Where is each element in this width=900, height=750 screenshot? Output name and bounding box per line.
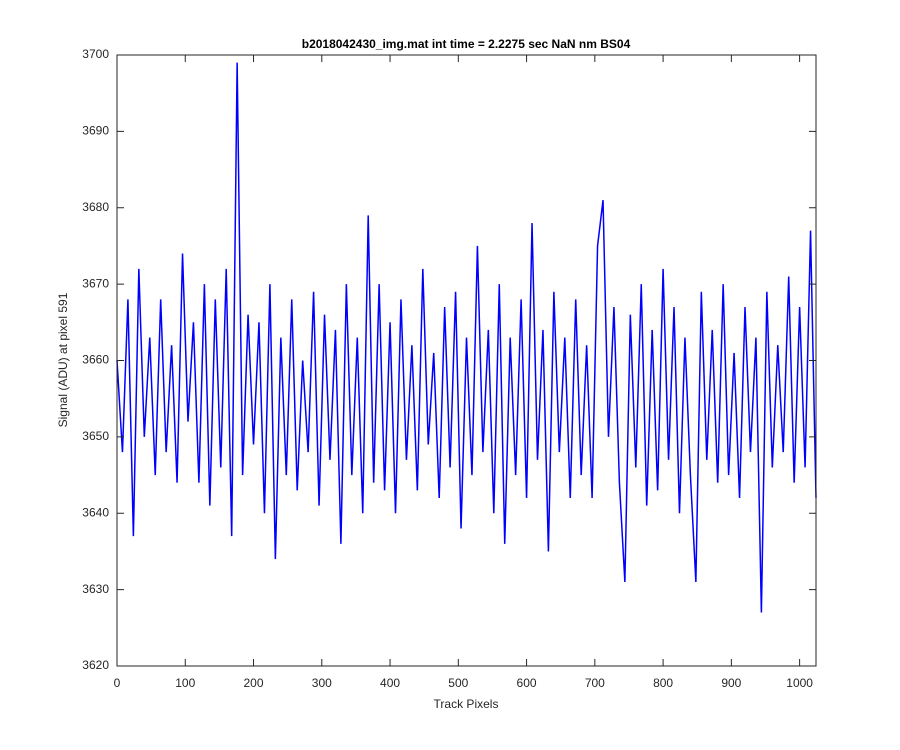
y-tick-label: 3630 — [82, 582, 109, 596]
x-tick-label: 1000 — [786, 676, 813, 690]
x-tick-label: 500 — [448, 676, 468, 690]
x-tick-label: 100 — [175, 676, 195, 690]
data-line — [116, 62, 817, 613]
x-tick-label: 400 — [380, 676, 400, 690]
x-tick-label: 900 — [721, 676, 741, 690]
y-tick-label: 3680 — [82, 200, 109, 214]
x-tick-label: 700 — [585, 676, 605, 690]
y-tick-label: 3620 — [82, 658, 109, 672]
x-tick-label: 300 — [312, 676, 332, 690]
x-axis-label: Track Pixels — [434, 697, 499, 711]
x-tick-label: 200 — [244, 676, 264, 690]
y-tick-label: 3690 — [82, 124, 109, 138]
y-tick-label: 3650 — [82, 429, 109, 443]
y-tick-label: 3660 — [82, 353, 109, 367]
y-tick-label: 3700 — [82, 47, 109, 61]
x-tick-label: 800 — [653, 676, 673, 690]
chart-title: b2018042430_img.mat int time = 2.2275 se… — [302, 37, 631, 51]
x-tick-label: 600 — [517, 676, 537, 690]
y-tick-label: 3640 — [82, 505, 109, 519]
y-tick-label: 3670 — [82, 276, 109, 290]
x-tick-label: 0 — [114, 676, 121, 690]
y-axis-label: Signal (ADU) at pixel 591 — [56, 292, 70, 427]
